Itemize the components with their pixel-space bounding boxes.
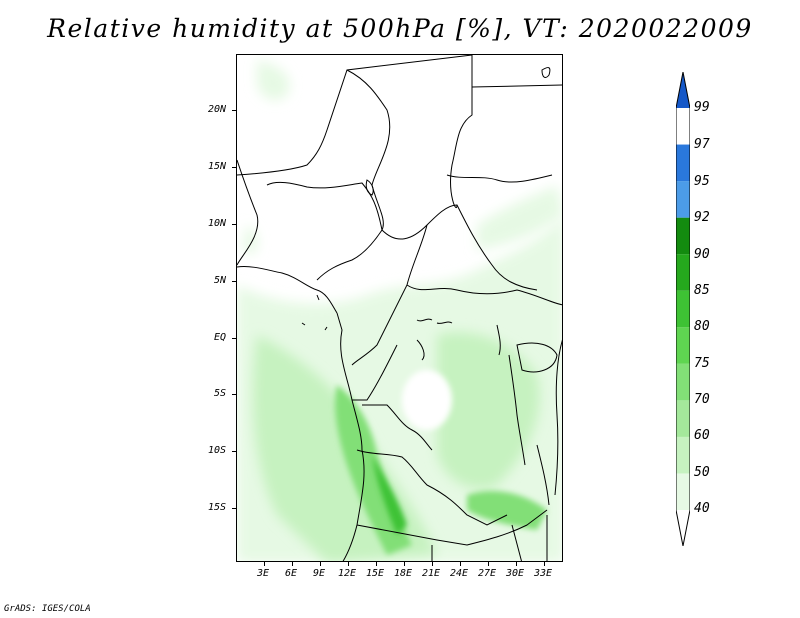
border-line-1 xyxy=(237,55,473,176)
border-line-2 xyxy=(346,69,391,231)
lon-label-9e: 9E xyxy=(313,568,326,579)
small-lake xyxy=(416,339,425,361)
lake-chad xyxy=(365,179,374,196)
border-line-14 xyxy=(431,515,548,561)
lat-tick-10s xyxy=(232,451,236,452)
colorbar-band-6 xyxy=(676,290,690,328)
colorbar-label-80: 80 xyxy=(694,319,710,334)
lat-tick-15n xyxy=(232,167,236,168)
colorbar-band-10 xyxy=(676,144,690,182)
lon-tick-18e xyxy=(404,562,405,566)
lat-tick-eq xyxy=(232,338,236,339)
colorbar-label-75: 75 xyxy=(694,356,710,371)
colorbar-band-2 xyxy=(676,436,690,474)
colorbar-band-9 xyxy=(676,181,690,218)
lon-label-12e: 12E xyxy=(338,568,357,579)
colorbar-label-95: 95 xyxy=(694,174,710,189)
lon-label-24e: 24E xyxy=(450,568,469,579)
lat-tick-15s xyxy=(232,508,236,509)
colorbar-band-8 xyxy=(676,217,690,255)
lat-tick-10n xyxy=(232,224,236,225)
lat-tick-5s xyxy=(232,394,236,395)
lat-label-15s: 15S xyxy=(208,502,227,513)
lon-label-27e: 27E xyxy=(478,568,497,579)
colorbar xyxy=(676,72,690,546)
lon-label-18e: 18E xyxy=(394,568,413,579)
lon-tick-27e xyxy=(488,562,489,566)
country-borders xyxy=(237,55,562,561)
colorbar-label-50: 50 xyxy=(694,465,710,480)
border-line-11 xyxy=(362,404,433,451)
lake-victoria xyxy=(516,342,558,373)
lon-tick-24e xyxy=(460,562,461,566)
lon-label-21e: 21E xyxy=(422,568,441,579)
lat-tick-20n xyxy=(232,110,236,111)
great-lakes-west xyxy=(496,324,501,356)
lat-label-20n: 20N xyxy=(208,104,227,115)
lon-tick-30e xyxy=(516,562,517,566)
colorbar-label-40: 40 xyxy=(694,501,710,516)
humidity-zone-southeast xyxy=(467,490,547,530)
colorbar-bands xyxy=(676,72,690,546)
lon-tick-15e xyxy=(376,562,377,566)
lon-tick-21e xyxy=(432,562,433,566)
colorbar-label-92: 92 xyxy=(694,210,710,225)
colorbar-label-97: 97 xyxy=(694,137,710,152)
lat-label-15n: 15N xyxy=(208,161,227,172)
colorbar-band-3 xyxy=(676,400,690,437)
border-line-12 xyxy=(356,449,508,526)
border-line-5 xyxy=(450,55,473,208)
humidity-field xyxy=(237,60,562,561)
island xyxy=(541,67,551,78)
lat-label-5n: 5N xyxy=(214,275,227,286)
central-coast xyxy=(336,312,365,561)
border-line-10 xyxy=(352,344,398,401)
lake-malawi xyxy=(536,444,550,506)
gulf-of-guinea-coast xyxy=(237,266,338,314)
humidity-zone-north-patches xyxy=(242,60,562,255)
colorbar-label-90: 90 xyxy=(694,247,710,262)
lon-label-3e: 3E xyxy=(257,568,270,579)
colorbar-band-4 xyxy=(676,363,690,401)
lon-tick-33e xyxy=(544,562,545,566)
border-line-6 xyxy=(471,84,562,88)
lon-tick-6e xyxy=(292,562,293,566)
colorbar-band-lowest xyxy=(676,510,690,546)
lon-tick-12e xyxy=(348,562,349,566)
lon-tick-9e xyxy=(320,562,321,566)
lat-label-5s: 5S xyxy=(214,388,227,399)
lon-label-15e: 15E xyxy=(366,568,385,579)
map-title: Relative humidity at 500hPa [%], VT: 202… xyxy=(47,14,753,43)
colorbar-band-7 xyxy=(676,254,690,291)
lon-label-6e: 6E xyxy=(285,568,298,579)
east-coast xyxy=(554,339,562,496)
lake-tanganyika xyxy=(508,354,526,466)
colorbar-label-70: 70 xyxy=(694,392,710,407)
lat-label-eq: EQ xyxy=(214,332,227,343)
map-plot-area xyxy=(236,54,563,562)
lon-label-33e: 33E xyxy=(534,568,553,579)
colorbar-label-99: 99 xyxy=(694,100,710,115)
colorbar-band-5 xyxy=(676,327,690,364)
colorbar-band-1 xyxy=(676,473,690,510)
border-line-3 xyxy=(266,181,383,281)
lat-label-10n: 10N xyxy=(208,218,227,229)
colorbar-label-85: 85 xyxy=(694,283,710,298)
colorbar-band-highest xyxy=(676,72,690,108)
lat-tick-5n xyxy=(232,281,236,282)
lon-label-30e: 30E xyxy=(506,568,525,579)
border-line-7 xyxy=(446,174,553,183)
border-line-13 xyxy=(356,509,548,546)
map-canvas xyxy=(237,55,562,561)
lat-label-10s: 10S xyxy=(208,445,227,456)
humidity-zone-85-90 xyxy=(372,455,407,535)
small-islands xyxy=(301,294,453,331)
colorbar-label-60: 60 xyxy=(694,428,710,443)
border-line-9 xyxy=(406,284,562,306)
lon-tick-3e xyxy=(264,562,265,566)
grads-credit: GrADS: IGES/COLA xyxy=(4,604,91,614)
humidity-zone-east xyxy=(437,332,540,489)
dry-zone-center xyxy=(402,370,452,430)
border-line-8 xyxy=(351,224,428,366)
